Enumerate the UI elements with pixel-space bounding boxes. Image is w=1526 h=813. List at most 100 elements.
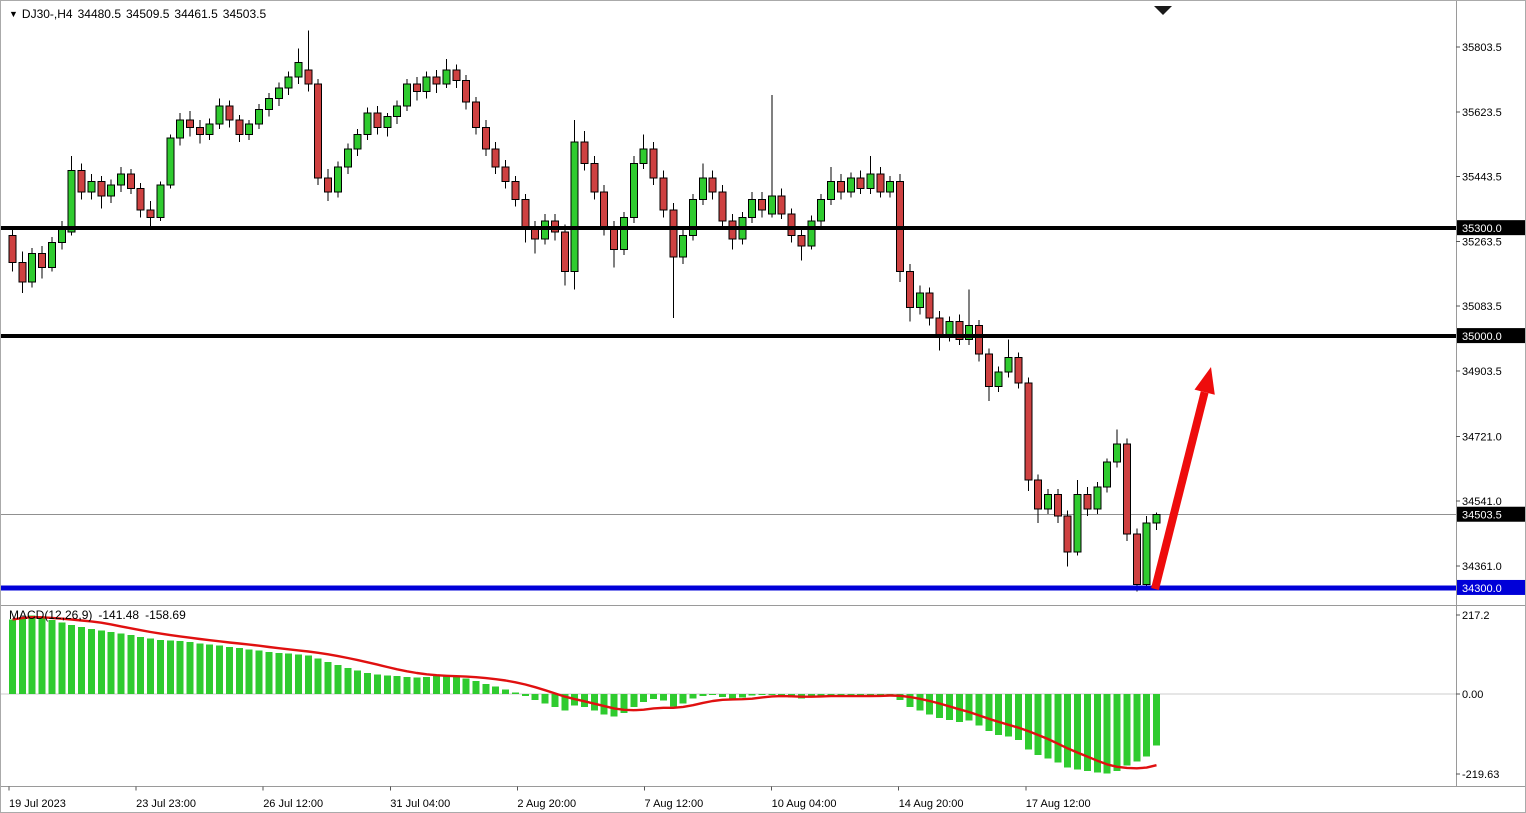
bear-candle [314,83,323,179]
macd-histogram-bar [719,694,727,697]
bear-candle [225,105,234,121]
ohlc-low-value: 34461.5 [174,7,218,21]
macd-histogram-bar [1014,694,1022,741]
time-axis-label: 17 Aug 12:00 [1026,798,1091,810]
bull-candle [255,108,264,125]
macd-histogram-bar [1074,694,1082,770]
bear-candle [8,234,17,263]
macd-histogram-bar [955,694,963,723]
bear-candle [97,180,106,197]
bull-candle [383,116,392,128]
bull-candle [915,292,924,308]
bear-candle [186,119,195,128]
price-axis-label: 34541.0 [1462,496,1502,508]
bear-candle [856,177,865,190]
macd-histogram-bar [38,617,46,694]
bear-candle [18,261,27,283]
price-axis-label: 35263.5 [1462,236,1502,248]
macd-histogram-bar [1083,694,1091,772]
macd-histogram-bar [1123,694,1131,766]
bear-candle [669,209,678,258]
macd-histogram-bar [87,628,95,694]
macd-histogram-bar [728,694,736,699]
macd-histogram-bar [354,670,362,694]
macd-histogram-bar [97,630,105,694]
bull-candle [827,180,836,200]
macd-histogram-bar [689,694,697,699]
price-axis-label: 35623.5 [1462,107,1502,119]
bull-candle [1073,493,1082,553]
macd-histogram-bar [482,683,490,694]
macd-histogram-bar [985,694,993,732]
bull-candle [639,148,648,164]
macd-histogram-bar [58,622,66,694]
bear-candle [955,321,964,341]
macd-histogram-bar [630,694,638,708]
macd-histogram-bar [186,641,194,694]
macd-indicator-label: MACD(12,26,9) -141.48 -158.69 [9,608,192,622]
bull-candle [205,123,214,136]
bear-candle [797,234,806,247]
macd-histogram-bar [1044,694,1052,759]
time-axis-label: 2 Aug 20:00 [517,798,576,810]
time-axis-label: 31 Jul 04:00 [390,798,450,810]
bear-candle [1014,357,1023,384]
macd-histogram-bar [600,694,608,715]
macd-histogram-bar [235,648,243,694]
macd-histogram-bar [531,694,539,700]
bear-candle [787,213,796,236]
bull-candle [1152,514,1161,524]
macd-histogram-bar [216,645,224,694]
bull-candle [67,170,76,233]
macd-histogram-bar [936,694,944,719]
bear-candle [974,324,983,355]
bear-candle [1034,479,1043,510]
bear-candle [876,173,885,193]
bear-candle [925,292,934,319]
trend-arrow-head[interactable] [1194,367,1215,395]
bull-candle [846,177,855,193]
macd-histogram-bar [926,694,934,715]
bear-candle [491,148,500,168]
macd-histogram-bar [748,694,756,696]
macd-histogram-bar [364,672,372,694]
macd-histogram-bar [383,675,391,694]
symbol-dropdown-icon[interactable]: ▼ [9,9,18,19]
bear-candle [136,188,145,211]
macd-histogram-bar [78,627,86,694]
macd-histogram-bar [561,694,569,711]
macd-histogram-bar [916,694,924,711]
macd-axis-label: 217.2 [1462,610,1490,622]
bear-candle [1083,493,1092,510]
bear-candle [126,173,135,190]
macd-histogram-bar [1133,694,1141,762]
time-axis-label: 19 Jul 2023 [9,798,66,810]
trend-arrow-shaft[interactable] [1151,391,1209,590]
ohlc-close-value: 34503.5 [222,7,267,21]
macd-signal-value: -158.69 [145,608,186,622]
macd-histogram-bar [373,674,381,694]
bull-candle [57,227,66,244]
bear-candle [77,170,86,193]
macd-histogram-bar [344,668,352,694]
macd-histogram-bar [413,677,421,694]
price-tag-label: 35000.0 [1462,331,1502,343]
macd-histogram-bar [403,676,411,694]
macd-histogram-bar [147,638,155,694]
time-axis-label: 7 Aug 12:00 [645,798,704,810]
bull-candle [1093,486,1102,510]
macd-histogram-bar [137,636,145,694]
chart-shift-marker[interactable] [1154,6,1172,15]
macd-histogram-bar [107,632,115,694]
macd-histogram-bar [1005,694,1013,737]
chart-header: ▼ DJ30-,H4 34480.5 34509.5 34461.5 34503.5 [9,7,271,21]
bull-candle [886,180,895,193]
macd-histogram-bar [640,694,648,703]
ohlc-open-value: 34480.5 [77,7,121,21]
macd-histogram-bar [1054,694,1062,763]
macd-histogram-bar [906,694,914,708]
bull-candle [333,166,342,193]
bear-candle [610,227,619,251]
bull-candle [176,119,185,139]
